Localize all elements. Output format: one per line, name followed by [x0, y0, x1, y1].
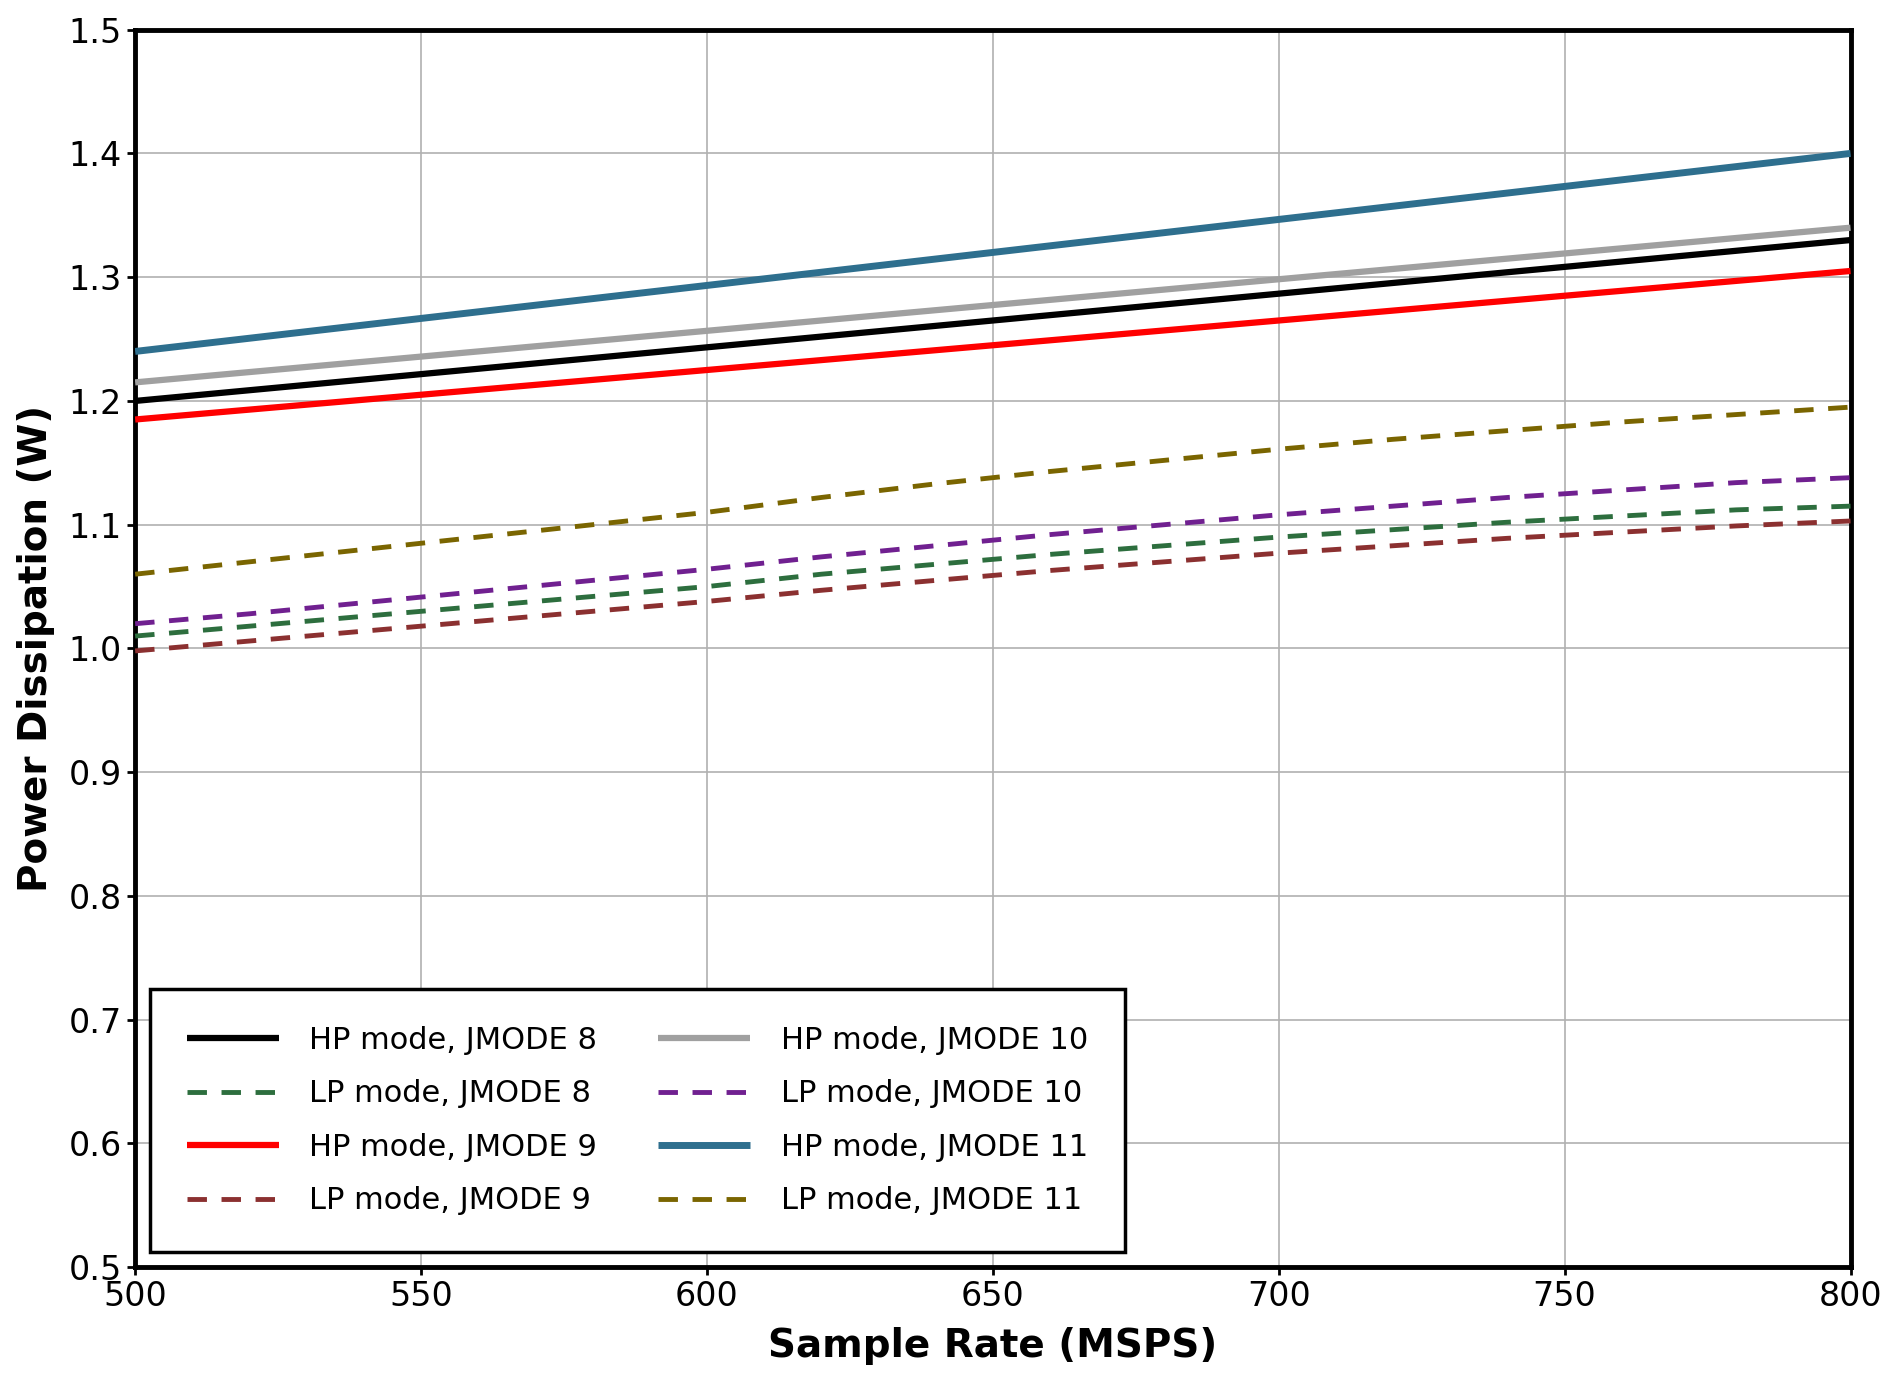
- Y-axis label: Power Dissipation (W): Power Dissipation (W): [17, 405, 55, 891]
- Legend: HP mode, JMODE 8, LP mode, JMODE 8, HP mode, JMODE 9, LP mode, JMODE 9, HP mode,: HP mode, JMODE 8, LP mode, JMODE 8, HP m…: [150, 990, 1124, 1252]
- X-axis label: Sample Rate (MSPS): Sample Rate (MSPS): [769, 1327, 1217, 1365]
